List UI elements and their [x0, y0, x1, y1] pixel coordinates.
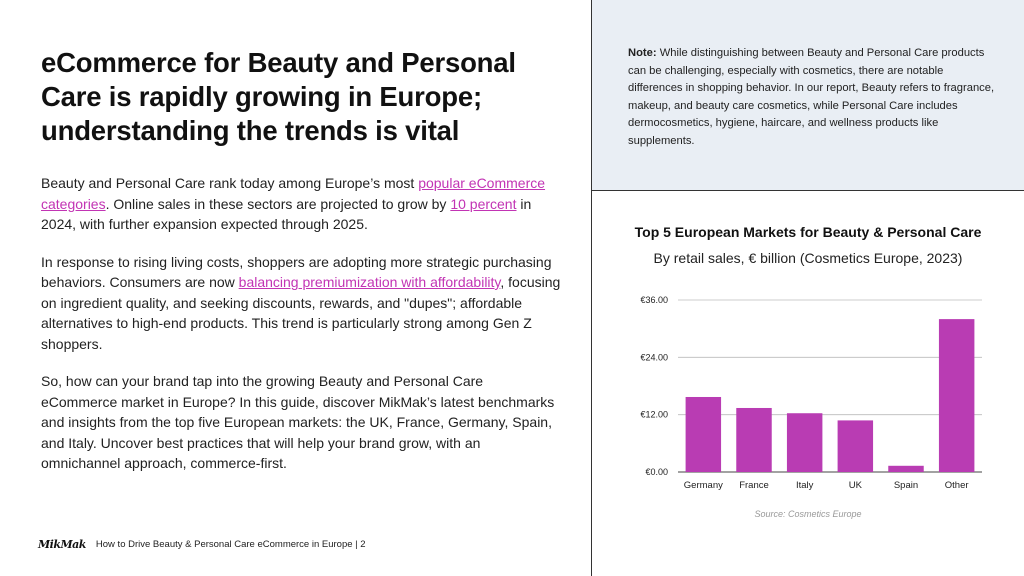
page-title: eCommerce for Beauty and Personal Care i… [41, 47, 516, 146]
y-tick-label: €12.00 [640, 410, 668, 420]
note-panel [592, 0, 1024, 190]
note-text: Note: While distinguishing between Beaut… [628, 47, 995, 147]
ten-percent-link[interactable]: 10 percent [450, 195, 517, 212]
body-text: Beauty and Personal Care rank today amon… [41, 173, 561, 491]
popular-categories-link[interactable]: popular eCommerce categories [41, 175, 546, 212]
note-label: Note: [628, 47, 657, 59]
chart-source: Source: Cosmetics Europe [754, 509, 862, 519]
bar-italy [786, 413, 823, 472]
y-tick-label: €0.00 [645, 467, 668, 477]
y-tick-label: €36.00 [640, 295, 668, 305]
mikmak-logo: MikMak [38, 537, 86, 551]
x-tick-label: Spain [894, 480, 918, 491]
footer-text: How to Drive Beauty & Personal Care eCom… [95, 538, 366, 550]
chart-title: Top 5 European Markets for Beauty & Pers… [634, 224, 982, 240]
x-tick-label: Italy [796, 480, 814, 491]
x-tick-label: Germany [684, 480, 723, 491]
paragraph-2: In response to rising living costs, shop… [41, 253, 561, 352]
bar-uk [837, 420, 874, 472]
left-panel [0, 0, 592, 576]
bar-spain [888, 465, 924, 472]
vertical-divider [591, 0, 592, 576]
x-tick-label: Other [945, 480, 969, 491]
bar-france [736, 407, 772, 472]
x-tick-label: UK [849, 480, 863, 491]
footer: MikMak How to Drive Beauty & Personal Ca… [38, 536, 366, 552]
horizontal-divider [592, 190, 1024, 191]
paragraph-3: So, how can your brand tap into the grow… [41, 373, 555, 471]
bar-chart: €0.00 €12.00 €24.00 €36.00 Germany France Ital… [640, 295, 982, 491]
paragraph-1: Beauty and Personal Care rank today amon… [41, 175, 546, 232]
x-tick-label: France [739, 480, 769, 491]
chart-subtitle: By retail sales, € billion (Cosmetics Eu… [653, 250, 963, 266]
bar-other [938, 319, 975, 472]
premiumization-link[interactable]: balancing premiumization with affordabil… [238, 274, 501, 290]
y-tick-label: €24.00 [640, 352, 668, 362]
bar-germany [685, 396, 722, 472]
